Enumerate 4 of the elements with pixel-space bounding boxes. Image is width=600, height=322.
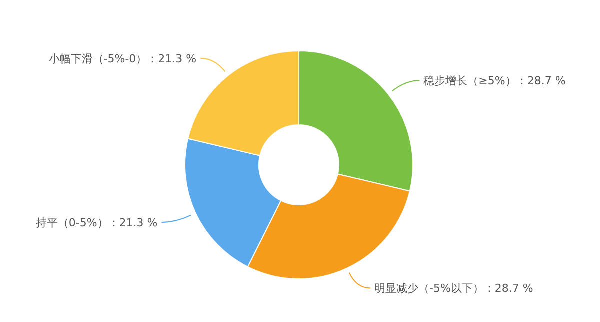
slice-label: 持平（0-5%）：21.3 %	[36, 216, 158, 230]
slice-label: 明显减少（-5%以下）：28.7 %	[374, 282, 534, 296]
slice-label: 稳步增长（≥5%）：28.7 %	[424, 74, 566, 88]
slice-label: 小幅下滑（-5%-0）：21.3 %	[48, 52, 197, 66]
